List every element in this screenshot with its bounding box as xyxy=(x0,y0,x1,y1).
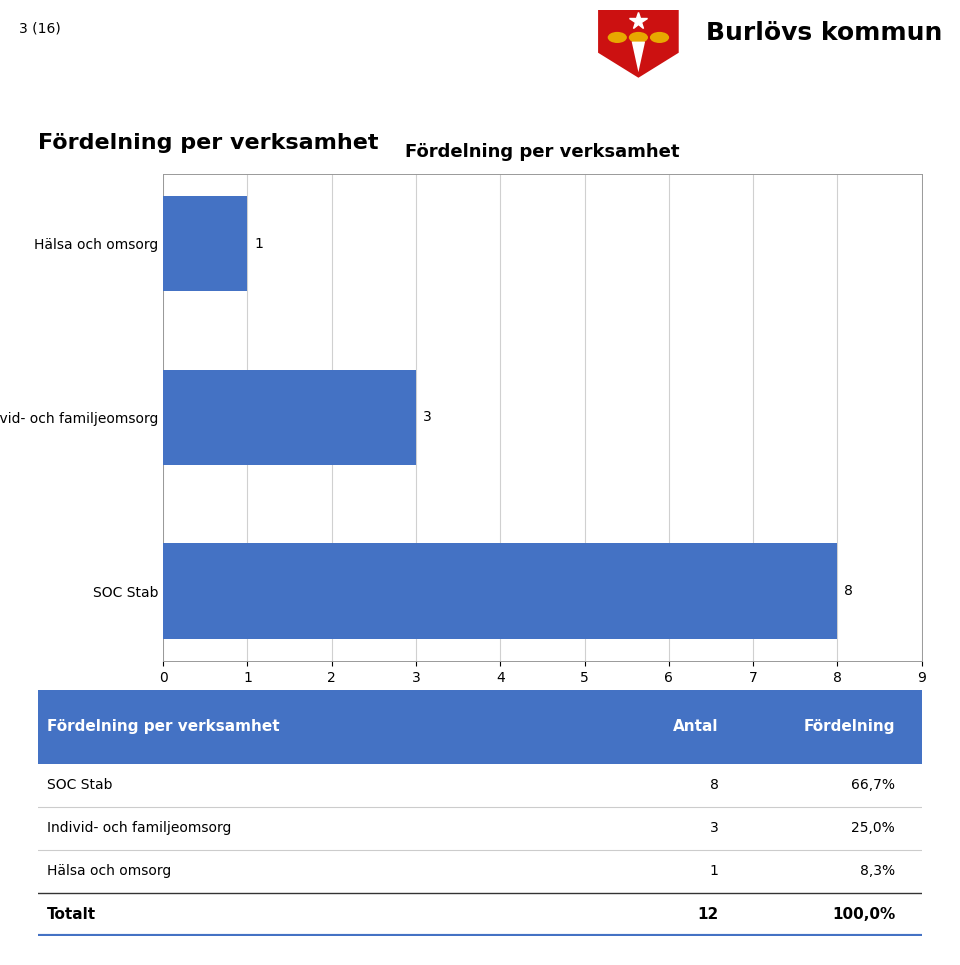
Bar xyxy=(163,196,248,291)
Text: Fördelning: Fördelning xyxy=(804,719,895,734)
FancyBboxPatch shape xyxy=(38,690,922,764)
Text: 3 (16): 3 (16) xyxy=(19,21,60,36)
Text: 1: 1 xyxy=(254,236,263,251)
Text: 8,3%: 8,3% xyxy=(860,865,895,878)
Ellipse shape xyxy=(608,32,627,43)
Text: Individ- och familjeomsorg: Individ- och familjeomsorg xyxy=(47,821,231,836)
Legend: Antal: Antal xyxy=(449,703,514,717)
Text: 8: 8 xyxy=(709,779,718,792)
Text: 12: 12 xyxy=(697,907,718,922)
Polygon shape xyxy=(598,10,679,78)
Text: 25,0%: 25,0% xyxy=(852,821,895,836)
Bar xyxy=(163,543,837,639)
Text: 1: 1 xyxy=(709,865,718,878)
Bar xyxy=(163,370,416,465)
Text: Burlövs kommun: Burlövs kommun xyxy=(706,21,942,45)
Text: Antal: Antal xyxy=(673,719,718,734)
Text: Fördelning per verksamhet: Fördelning per verksamhet xyxy=(38,133,379,153)
Text: Fördelning per verksamhet: Fördelning per verksamhet xyxy=(47,719,280,734)
Text: 66,7%: 66,7% xyxy=(852,779,895,792)
Ellipse shape xyxy=(629,32,648,43)
Text: Totalt: Totalt xyxy=(47,907,96,922)
Text: SOC Stab: SOC Stab xyxy=(47,779,112,792)
Text: 3: 3 xyxy=(422,410,431,425)
Title: Fördelning per verksamhet: Fördelning per verksamhet xyxy=(405,143,680,161)
Ellipse shape xyxy=(650,32,669,43)
Text: 8: 8 xyxy=(844,584,852,598)
Text: 100,0%: 100,0% xyxy=(832,907,895,922)
Text: Hälsa och omsorg: Hälsa och omsorg xyxy=(47,865,172,878)
Text: 3: 3 xyxy=(709,821,718,836)
Polygon shape xyxy=(632,41,645,72)
